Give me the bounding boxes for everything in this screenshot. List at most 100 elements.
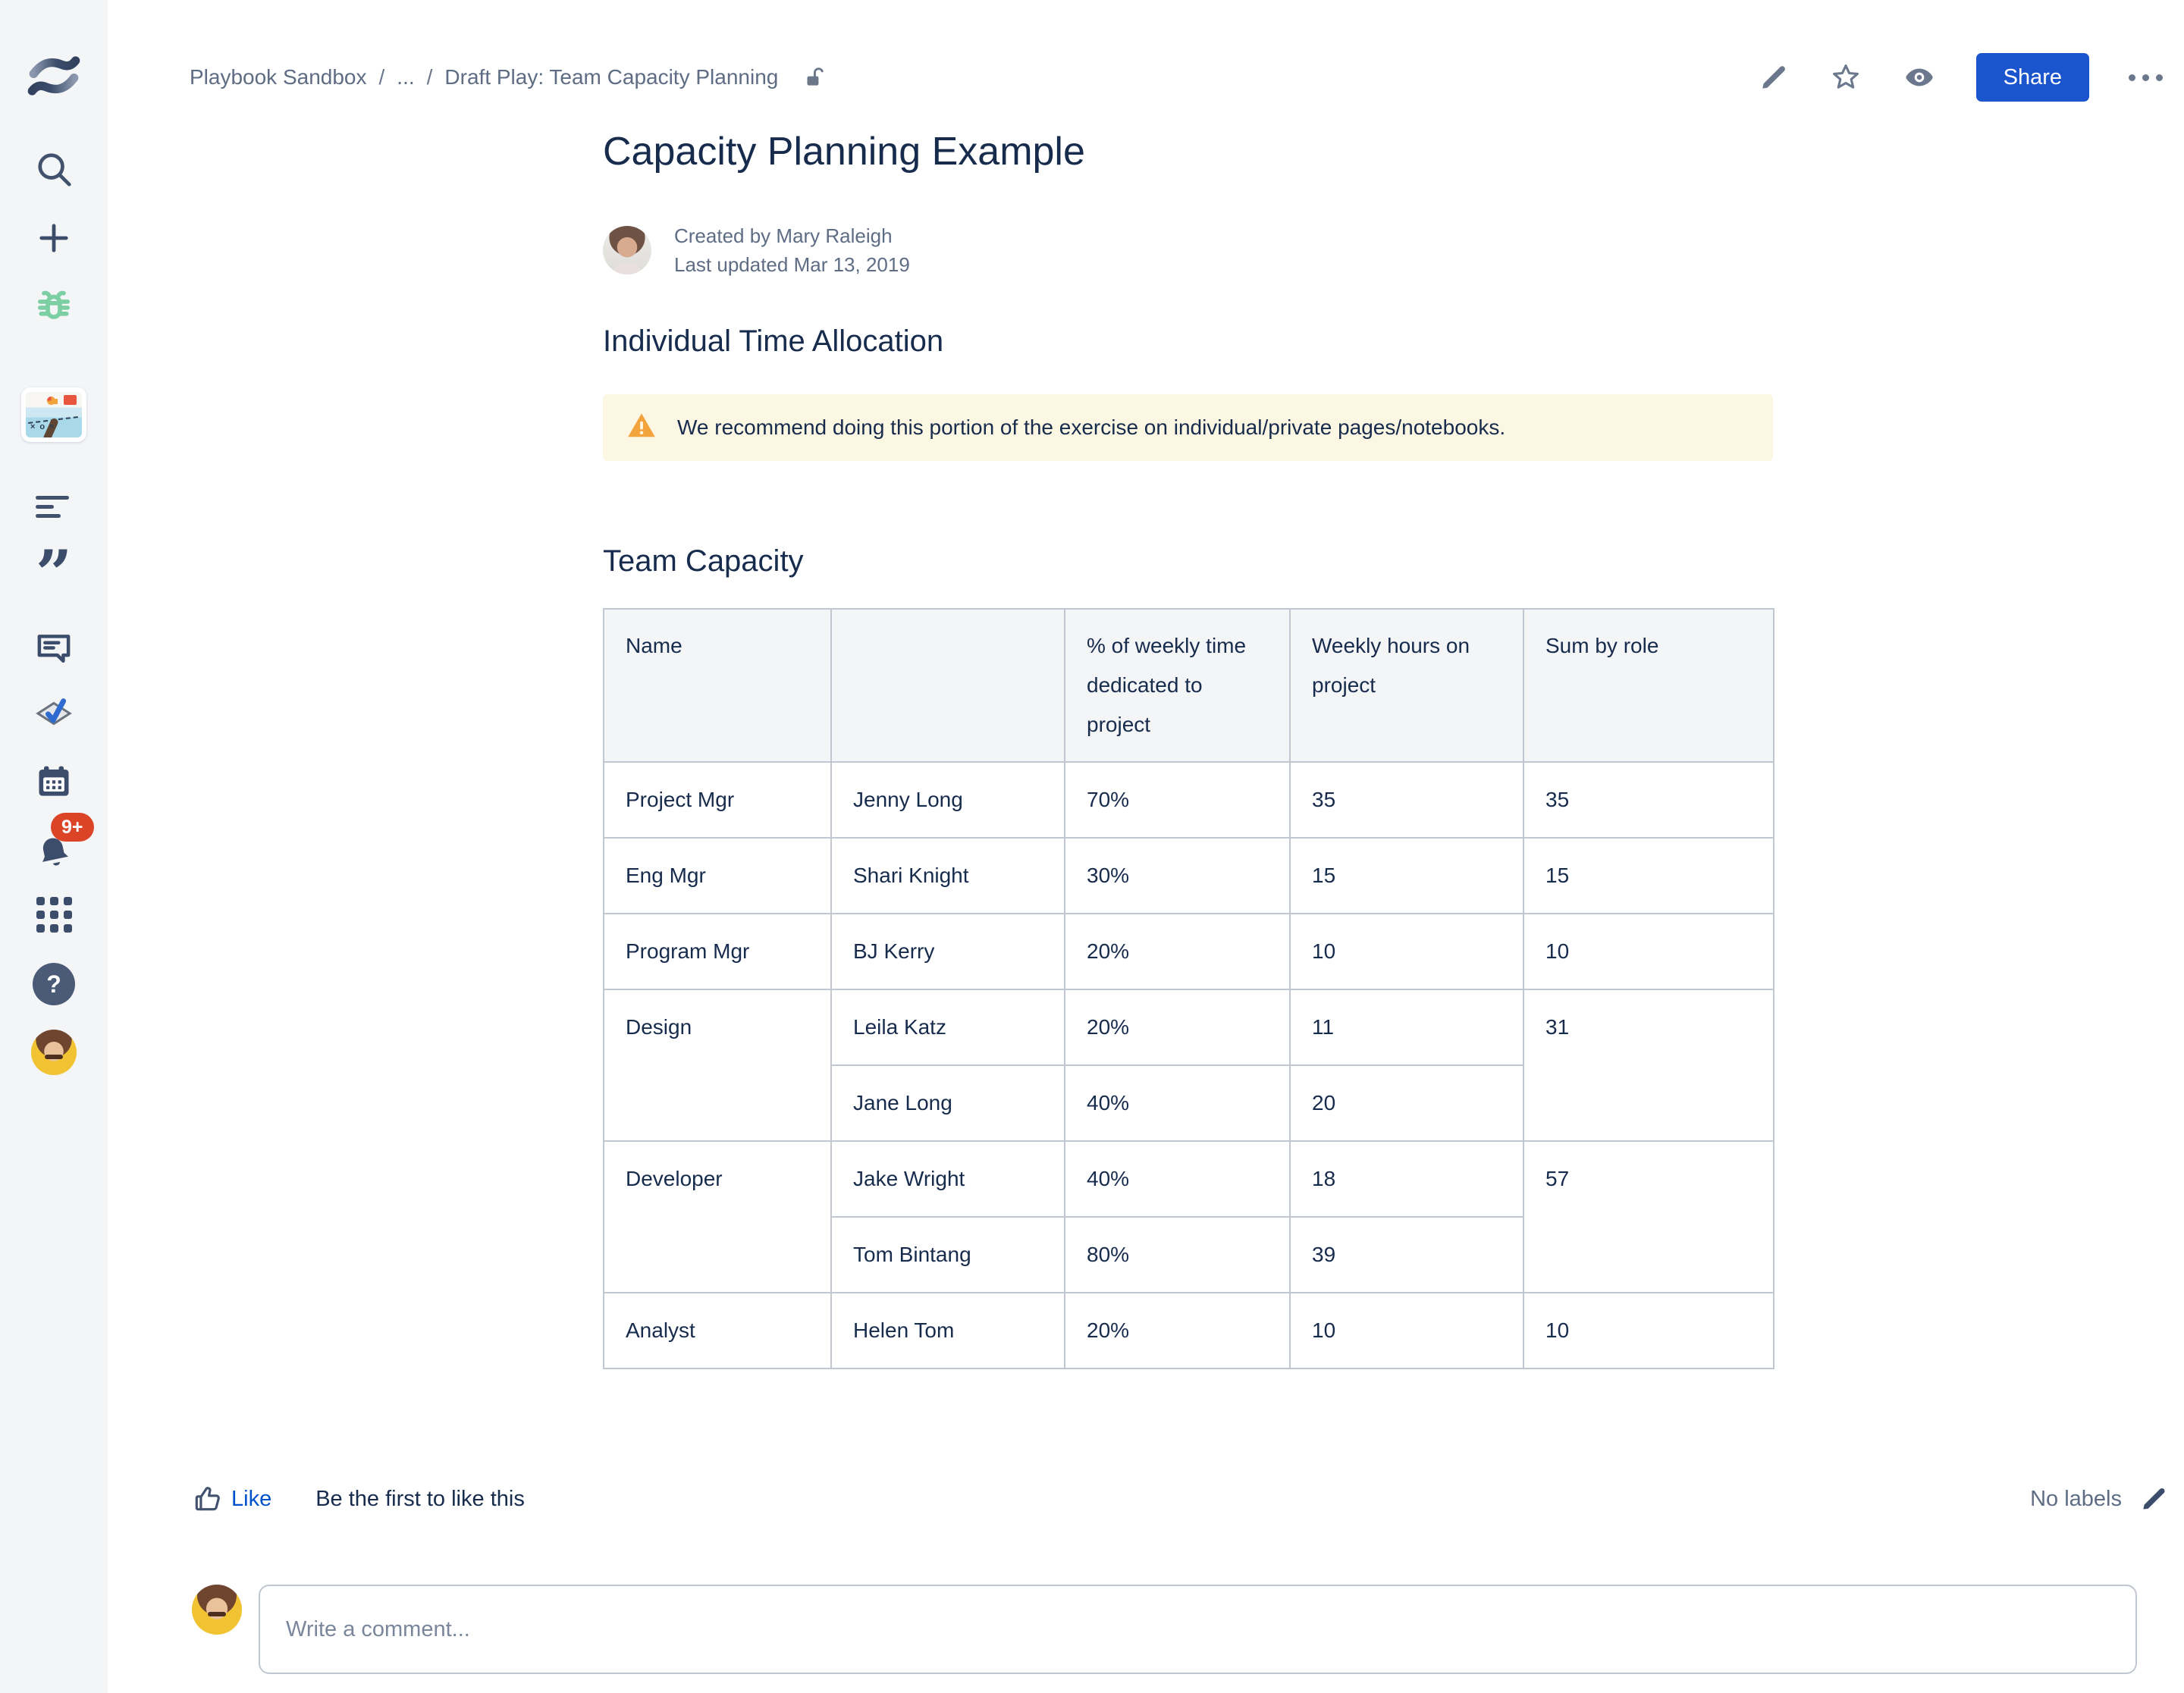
plus-icon	[34, 218, 74, 262]
sidebar-bug-report-button[interactable]	[0, 285, 108, 331]
cell-sum: 57	[1523, 1140, 1774, 1293]
thumbs-up-icon	[195, 1487, 220, 1511]
cell-hours: 10	[1289, 913, 1524, 990]
calendar-icon	[34, 762, 74, 805]
created-by: Created by Mary Raleigh	[674, 224, 893, 247]
cell-name: Tom Bintang	[830, 1216, 1065, 1293]
breadcrumb: Playbook Sandbox / ... / Draft Play: Tea…	[190, 64, 827, 90]
cell-sum: 10	[1523, 1292, 1774, 1369]
table-row: Developer Jake Wright 40% 18 57	[603, 1140, 1774, 1293]
sidebar-help-button[interactable]: ?	[0, 963, 108, 1005]
pencil-icon	[2143, 1488, 2165, 1510]
cell-hours: 10	[1289, 1292, 1524, 1369]
bell-icon: 9+	[34, 813, 94, 876]
byline-text: Created by Mary Raleigh Last updated Mar…	[674, 221, 910, 279]
playbook-space-thumbnail: ×o×	[21, 387, 86, 442]
comment-bubble-icon	[33, 627, 74, 672]
thumb-xo-marks: ×o×	[30, 422, 59, 431]
confluence-logo-icon	[27, 49, 81, 107]
sidebar-health-check-button[interactable]	[0, 692, 108, 738]
quote-icon: ”	[35, 536, 73, 611]
search-icon	[33, 149, 74, 193]
breadcrumb-collapsed-link[interactable]: ...	[397, 65, 415, 89]
header-blank	[830, 608, 1065, 763]
breadcrumb-page-link[interactable]: Draft Play: Team Capacity Planning	[444, 65, 779, 89]
more-actions-button[interactable]	[2129, 74, 2163, 81]
like-label: Like	[231, 1486, 272, 1511]
cell-pct: 20%	[1064, 913, 1291, 990]
like-button[interactable]: Like	[192, 1483, 271, 1515]
share-button[interactable]: Share	[1975, 53, 2089, 102]
sidebar-app-switcher-button[interactable]	[0, 897, 108, 933]
cell-name: Jane Long	[830, 1064, 1065, 1142]
sidebar-comments-button[interactable]	[0, 627, 108, 672]
cell-pct: 70%	[1064, 761, 1291, 839]
sidebar-search-button[interactable]	[0, 149, 108, 193]
pencil-icon	[1762, 66, 1785, 89]
edit-page-button[interactable]	[1758, 61, 1790, 93]
sidebar-quotes-button[interactable]: ”	[0, 536, 108, 611]
table-row: Project Mgr Jenny Long 70% 35 35	[603, 761, 1774, 839]
cell-role: Project Mgr	[603, 761, 832, 839]
watch-button[interactable]	[1902, 60, 1937, 95]
breadcrumb-space-link[interactable]: Playbook Sandbox	[190, 65, 367, 89]
table-row: Design Leila Katz 20% 11 31	[603, 989, 1774, 1142]
sidebar-notes-button[interactable]	[0, 493, 108, 527]
warning-banner: We recommend doing this portion of the e…	[603, 394, 1773, 461]
cell-pct: 40%	[1064, 1064, 1291, 1142]
thumb-pie-detail	[47, 397, 55, 405]
author-avatar[interactable]	[603, 226, 651, 274]
confluence-logo[interactable]	[0, 49, 108, 107]
byline: Created by Mary Raleigh Last updated Mar…	[603, 221, 1773, 279]
labels-section: No labels	[2030, 1484, 2169, 1514]
cell-role: Design	[603, 989, 832, 1142]
health-check-icon	[33, 692, 75, 738]
current-user-avatar	[192, 1585, 242, 1635]
labels-text: No labels	[2030, 1486, 2122, 1511]
sidebar-notifications-button[interactable]: 9+	[0, 813, 108, 876]
favorite-button[interactable]	[1829, 61, 1862, 94]
sidebar-calendar-button[interactable]	[0, 762, 108, 805]
warning-icon	[626, 409, 657, 447]
cell-name: BJ Kerry	[830, 913, 1065, 990]
global-sidebar: ×o× ”	[0, 0, 108, 1693]
section-heading-team-capacity: Team Capacity	[603, 544, 804, 578]
section-heading-individual-time: Individual Time Allocation	[603, 324, 944, 358]
header-weekly-hours: Weekly hours on project	[1289, 608, 1524, 763]
last-updated: Last updated Mar 13, 2019	[674, 253, 910, 276]
cell-role: Analyst	[603, 1292, 832, 1369]
edit-labels-button[interactable]	[2138, 1484, 2169, 1514]
thumb-calendar-detail	[64, 395, 77, 405]
unlock-icon[interactable]	[801, 64, 827, 90]
sidebar-create-button[interactable]	[0, 218, 108, 262]
warning-text: We recommend doing this portion of the e…	[677, 415, 1506, 439]
cell-pct: 30%	[1064, 837, 1291, 914]
cell-pct: 20%	[1064, 989, 1291, 1066]
comment-input[interactable]	[259, 1585, 2137, 1674]
cell-name: Jenny Long	[830, 761, 1065, 839]
cell-role: Program Mgr	[603, 913, 832, 990]
cell-sum: 31	[1523, 989, 1774, 1142]
like-hint: Be the first to like this	[315, 1486, 525, 1511]
cell-hours: 11	[1289, 989, 1524, 1066]
cell-pct: 20%	[1064, 1292, 1291, 1369]
help-icon: ?	[33, 963, 75, 1005]
user-avatar	[31, 1030, 77, 1075]
table-row: Tom Bintang 80% 39	[604, 1216, 1774, 1293]
cell-pct: 80%	[1064, 1216, 1291, 1293]
grid-icon	[36, 897, 72, 933]
cell-hours: 20	[1289, 1064, 1524, 1142]
table-row: Eng Mgr Shari Knight 30% 15 15	[603, 837, 1774, 914]
sidebar-profile-button[interactable]	[0, 1030, 108, 1075]
table-row: Jane Long 40% 20	[604, 1064, 1774, 1142]
page-footer-actions: Like Be the first to like this No labels	[192, 1483, 2169, 1515]
header-name: Name	[603, 608, 832, 763]
star-icon	[1832, 64, 1859, 89]
cell-name: Leila Katz	[830, 989, 1065, 1066]
cell-name: Jake Wright	[830, 1140, 1065, 1218]
cell-sum: 35	[1523, 761, 1774, 839]
cell-hours: 39	[1289, 1216, 1524, 1293]
sidebar-space-playbook[interactable]: ×o×	[0, 387, 108, 442]
page-title: Capacity Planning Example	[603, 130, 1085, 174]
team-capacity-table: Name % of weekly time dedicated to proje…	[603, 608, 1774, 1369]
